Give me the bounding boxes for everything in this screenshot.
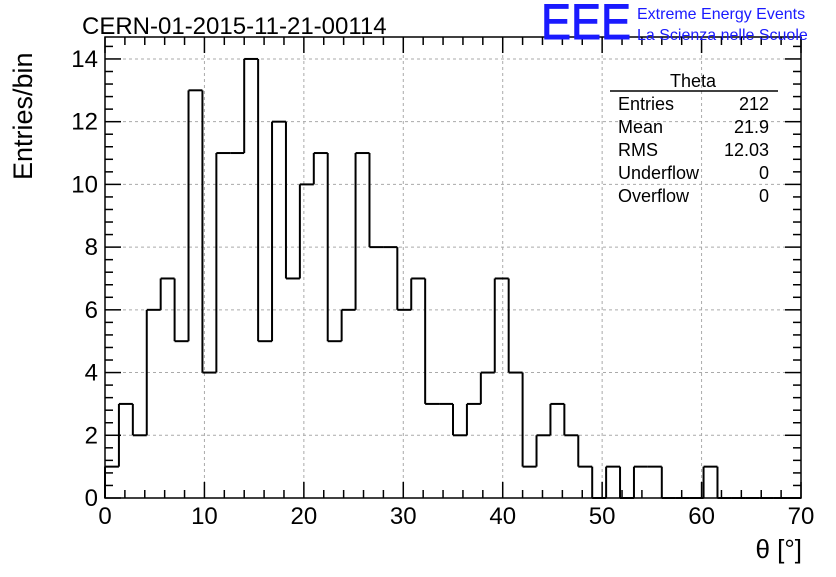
x-tick-label: 40 xyxy=(489,503,516,530)
org-name-line2: La Scienza nelle Scuole xyxy=(637,27,808,44)
stats-box: Theta Entries 212 Mean 21.9 RMS 12.03 Un… xyxy=(610,71,778,206)
stats-entries-value: 212 xyxy=(739,94,769,114)
tick-labels: 0 10 20 30 40 50 60 70 0 2 4 6 8 10 12 14 xyxy=(71,46,814,530)
y-tick-label: 12 xyxy=(71,109,98,136)
x-tick-label: 70 xyxy=(788,503,815,530)
stats-overflow-label: Overflow xyxy=(618,186,690,206)
x-tick-label: 60 xyxy=(688,503,715,530)
y-tick-label: 0 xyxy=(85,485,98,512)
org-name-line1: Extreme Energy Events xyxy=(637,6,805,23)
x-tick-label: 20 xyxy=(291,503,318,530)
y-tick-label: 6 xyxy=(85,297,98,324)
x-tick-label: 50 xyxy=(589,503,616,530)
x-tick-label: 30 xyxy=(390,503,417,530)
plot-frame xyxy=(104,36,802,499)
stats-rms-label: RMS xyxy=(618,140,658,160)
x-tick-label: 0 xyxy=(98,503,111,530)
stats-mean-value: 21.9 xyxy=(734,117,769,137)
stats-mean-label: Mean xyxy=(618,117,663,137)
y-tick-label: 8 xyxy=(85,234,98,261)
y-axis-label: Entries/bin xyxy=(8,52,38,180)
stats-overflow-value: 0 xyxy=(759,186,769,206)
y-tick-label: 4 xyxy=(85,360,98,387)
y-tick-label: 10 xyxy=(71,171,98,198)
stats-rms-value: 12.03 xyxy=(724,140,769,160)
y-tick-label: 14 xyxy=(71,46,98,73)
eee-logo: EEE xyxy=(541,0,631,50)
stats-box-title: Theta xyxy=(670,71,717,91)
axis-ticks xyxy=(104,37,802,499)
stats-underflow-label: Underflow xyxy=(618,163,700,183)
stats-underflow-value: 0 xyxy=(759,163,769,183)
x-tick-label: 10 xyxy=(191,503,218,530)
chart-title: CERN-01-2015-11-21-00114 xyxy=(82,13,387,40)
grid-lines xyxy=(105,37,801,498)
y-tick-label: 2 xyxy=(85,422,98,449)
stats-entries-label: Entries xyxy=(618,94,674,114)
histogram-bars xyxy=(104,57,801,499)
x-axis-label: θ [°] xyxy=(755,534,802,564)
